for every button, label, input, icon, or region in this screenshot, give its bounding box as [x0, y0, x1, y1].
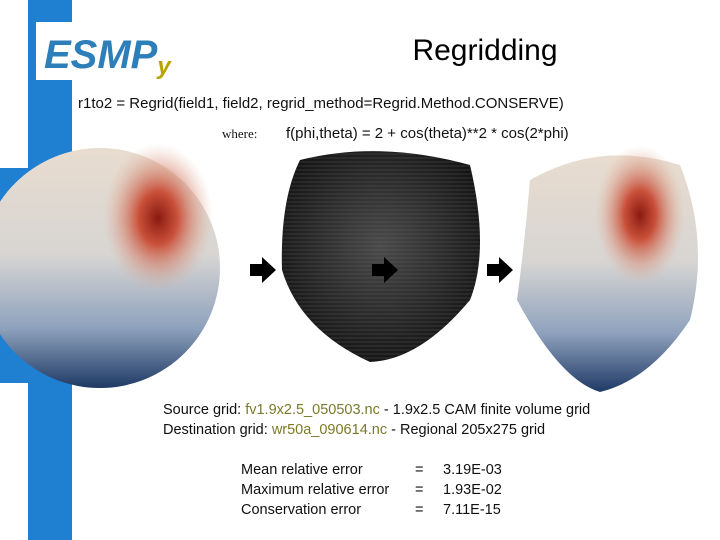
error-eq: =	[415, 482, 423, 498]
grid-desc: Regional 205x275 grid	[400, 422, 545, 438]
error-label: Maximum relative error	[241, 482, 389, 498]
grid-sep: -	[391, 422, 396, 438]
grid-file: fv1.9x2.5_050503.nc	[245, 402, 380, 418]
where-label: where:	[222, 126, 257, 141]
grid-line: Destination grid: wr50a_090614.nc - Regi…	[163, 422, 545, 438]
grid-line: Source grid: fv1.9x2.5_050503.nc - 1.9x2…	[163, 402, 590, 418]
error-eq: =	[415, 462, 423, 478]
error-label: Mean relative error	[241, 462, 363, 478]
dest-sphere	[517, 145, 698, 392]
title: Regridding	[412, 34, 557, 67]
formula: f(phi,theta) = 2 + cos(theta)**2 * cos(2…	[286, 125, 569, 142]
logo: ESMPy	[44, 33, 172, 80]
error-label: Conservation error	[241, 502, 361, 518]
error-value: 7.11E-15	[443, 502, 501, 518]
grid-label: Source grid:	[163, 402, 241, 418]
error-eq: =	[415, 502, 423, 518]
code: r1to2 = Regrid(field1, field2, regrid_me…	[78, 95, 564, 112]
logo-main: ESMP	[44, 33, 158, 77]
logo-sub: y	[156, 53, 172, 80]
source-sphere	[0, 143, 220, 388]
grid-sep: -	[384, 402, 389, 418]
error-value: 1.93E-02	[443, 482, 502, 498]
grid-file: wr50a_090614.nc	[271, 422, 387, 438]
mesh-grid	[281, 151, 480, 362]
grid-desc: 1.9x2.5 CAM finite volume grid	[393, 402, 590, 418]
grid-label: Destination grid:	[163, 422, 268, 438]
logo-box	[36, 22, 221, 80]
arrows	[250, 257, 513, 283]
error-value: 3.19E-03	[443, 462, 502, 478]
